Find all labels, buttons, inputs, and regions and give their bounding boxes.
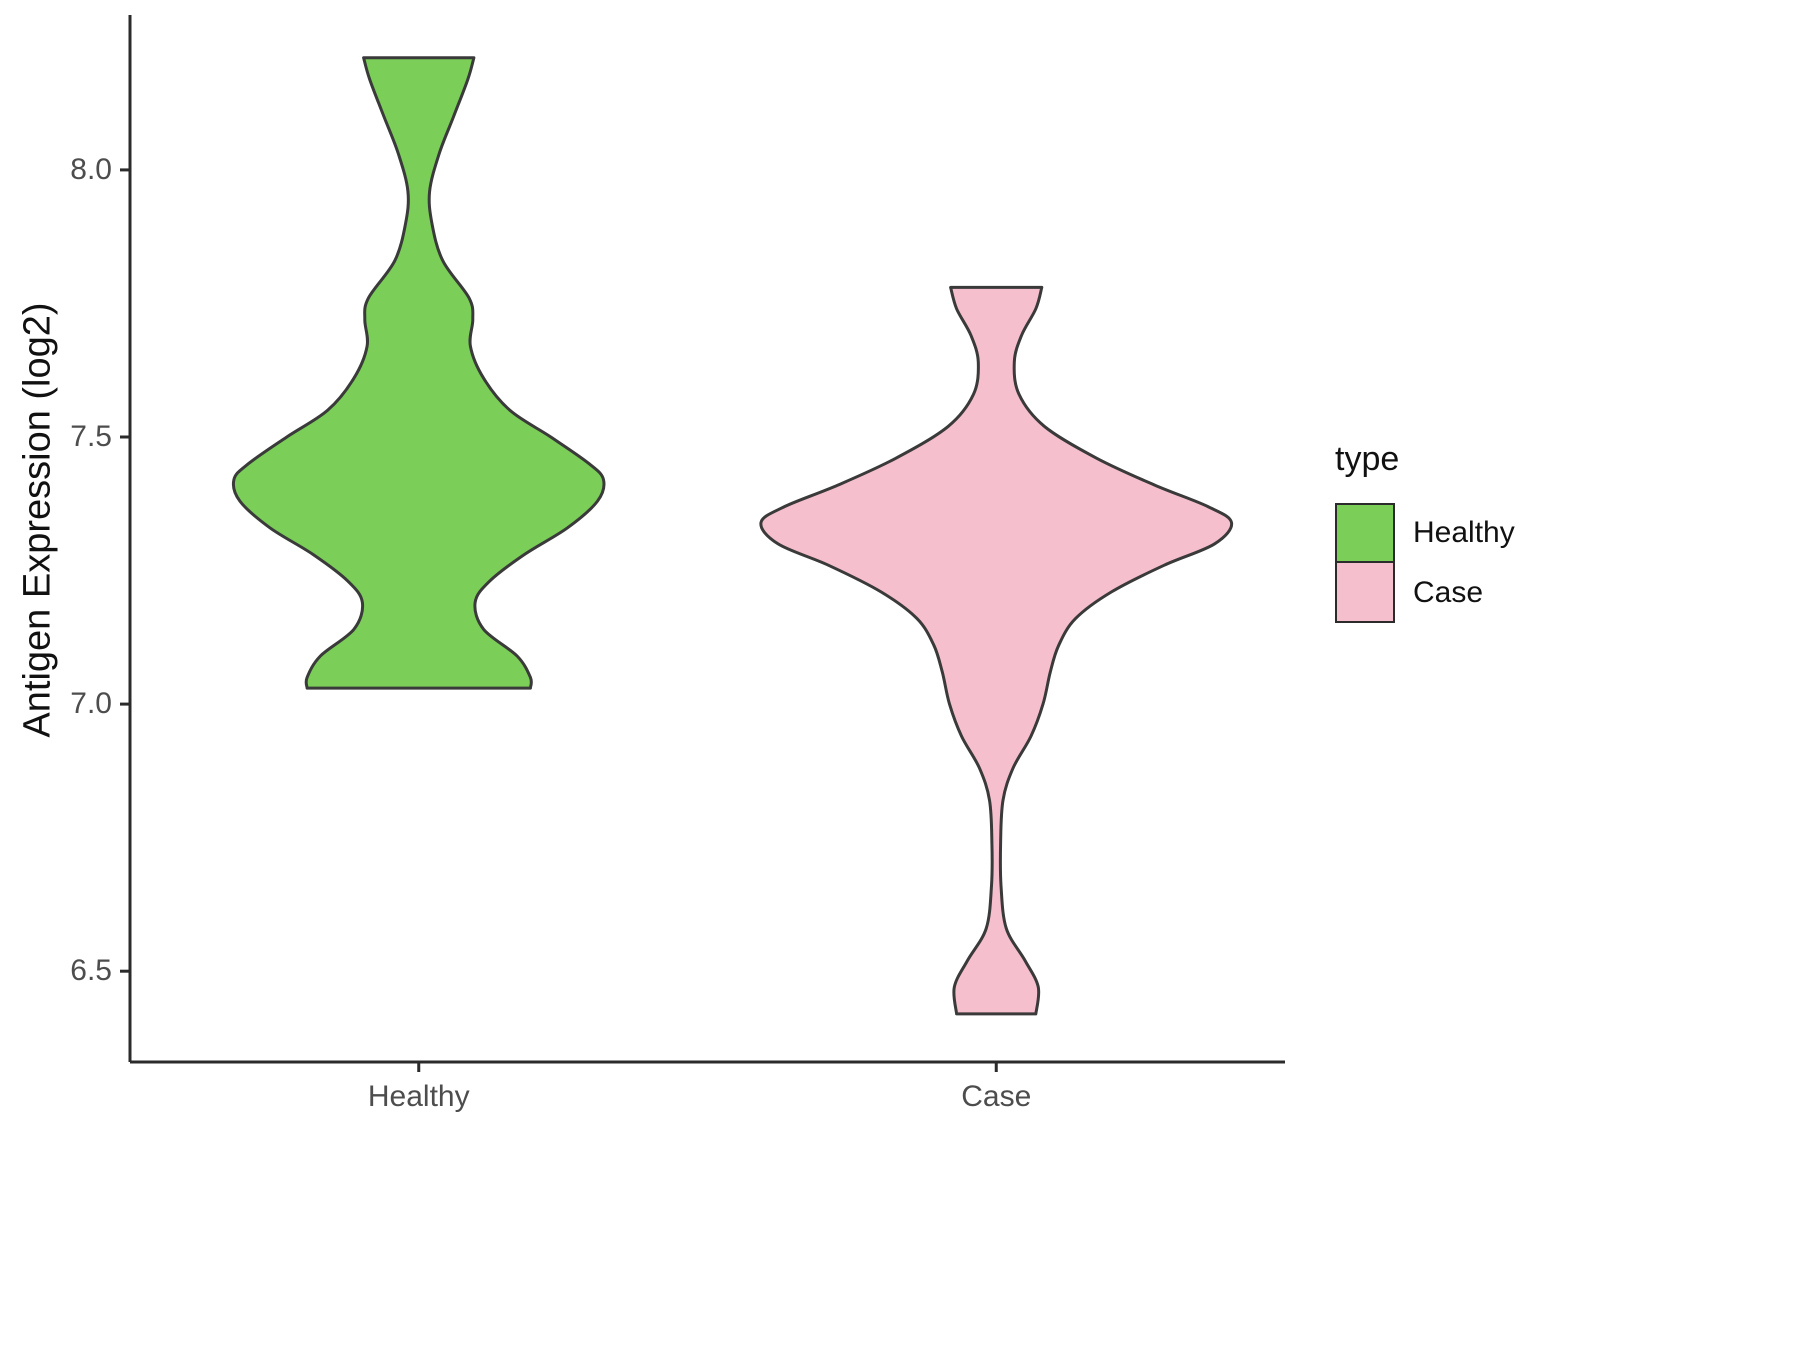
violins-group (231, 56, 1234, 1016)
legend-key-healthy-swatch (1335, 503, 1395, 563)
y-tick-label-7.0: 7.0 (70, 687, 112, 721)
y-tick-label-7.5: 7.5 (70, 420, 112, 453)
legend-item-healthy: Healthy (1335, 503, 1515, 563)
x-category-label-healthy: Healthy (367, 1080, 470, 1113)
legend-title: type (1335, 440, 1400, 478)
legend-label-case: Case (1413, 576, 1484, 609)
x-category-label-case: Case (961, 1080, 1032, 1113)
y-axis-title: Antigen Expression (log2) (16, 302, 59, 738)
y-tick-label-8.0: 8.0 (70, 152, 112, 186)
violin-healthy (231, 56, 606, 690)
legend-item-case: Case (1335, 563, 1515, 623)
legend-key-case-swatch (1335, 563, 1395, 623)
legend: type Healthy Case (1335, 440, 1515, 623)
legend-label-healthy: Healthy (1413, 516, 1515, 549)
violin-case (759, 285, 1234, 1016)
axes-group (120, 15, 1285, 1072)
y-tick-label-6.5: 6.5 (70, 954, 112, 988)
